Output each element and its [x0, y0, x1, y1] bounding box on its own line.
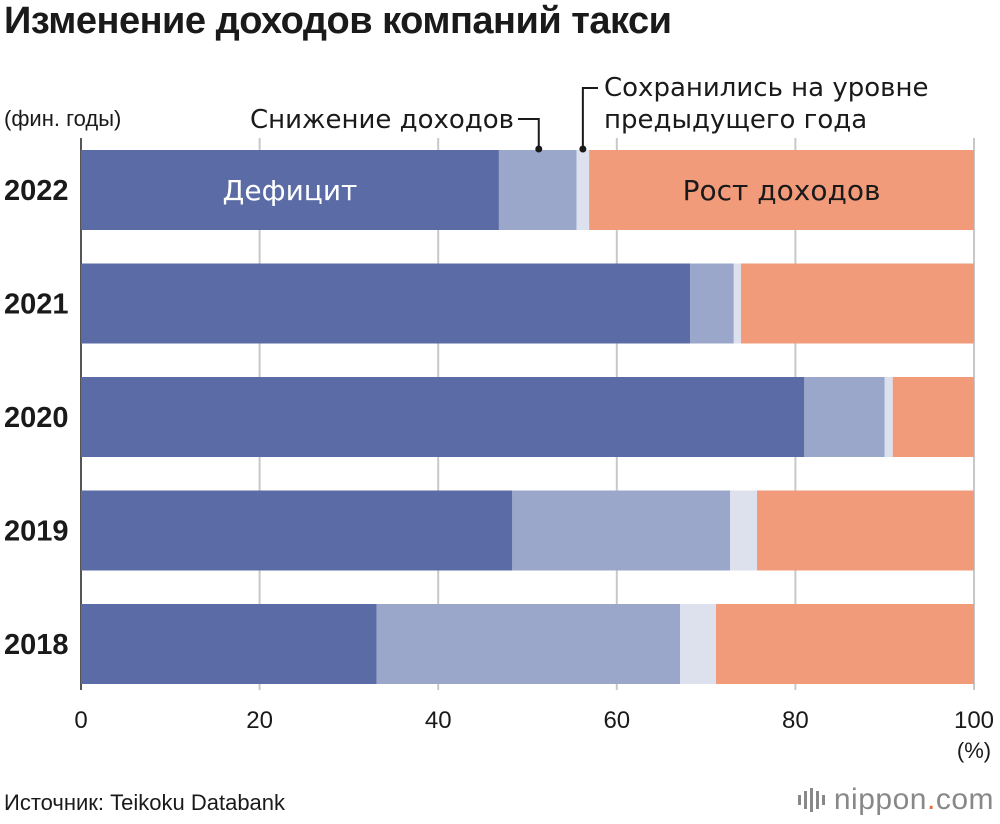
bars [81, 150, 974, 684]
bar-2019-series-1 [512, 490, 731, 571]
callout-line-decline [518, 118, 540, 149]
category-label-2019: 2019 [4, 516, 69, 548]
bar-2021-series-1 [690, 263, 734, 344]
x-tick-label: 40 [425, 707, 452, 734]
series-label-same-line-2: предыдущего года [604, 105, 867, 135]
x-tick-label: 100 [954, 707, 994, 734]
bar-2021-series-3 [740, 263, 974, 344]
category-label-2021: 2021 [4, 289, 69, 321]
bar-2022-series-1 [498, 150, 577, 230]
bar-2022-series-3 [589, 150, 974, 230]
bar-2021-series-0 [81, 263, 691, 344]
bar-2022-series-2 [576, 150, 590, 230]
logo-dot: . [926, 783, 936, 816]
series-label-growth: Рост доходов [683, 174, 881, 207]
chart-title: Изменение доходов компаний такси [4, 0, 672, 42]
bar-2018-series-1 [376, 604, 681, 684]
callout-dot-decline [535, 145, 543, 153]
bar-2020-series-3 [892, 377, 974, 457]
x-tick-label: 60 [603, 707, 630, 734]
bar-2020-series-1 [804, 377, 885, 457]
logo-suffix: com [935, 783, 994, 816]
callout-line-same [581, 87, 598, 149]
nippon-logo-icon [797, 788, 825, 812]
series-label-same-line-1: Сохранились на уровне [604, 73, 929, 103]
nippon-logo: nippon. com [796, 783, 994, 817]
bar-2020-series-0 [81, 377, 805, 457]
category-label-2020: 2020 [4, 402, 69, 434]
bar-2019-series-3 [757, 490, 974, 571]
x-unit-label: (%) [957, 738, 991, 763]
series-label-decline: Снижение доходов [250, 105, 514, 135]
bar-2020-series-2 [884, 377, 893, 457]
category-label-2022: 2022 [4, 175, 69, 207]
category-label-2018: 2018 [4, 629, 69, 661]
bar-2022-series-0 [81, 150, 499, 230]
bar-2018-series-2 [680, 604, 716, 684]
bar-2018-series-3 [715, 604, 974, 684]
y-axis-label: (фин. годы) [4, 106, 121, 131]
callout-dot-same [579, 145, 587, 153]
bar-2018-series-0 [81, 604, 377, 684]
x-tick-label: 20 [246, 707, 273, 734]
x-tick-label: 0 [74, 707, 87, 734]
x-tick-label: 80 [782, 707, 809, 734]
bar-2019-series-2 [730, 490, 758, 571]
labels: 0 20 40 60 80 100 (%) (фин. годы) 2022 2021 2020 20… [4, 73, 994, 763]
bar-2019-series-0 [81, 490, 513, 571]
series-label-deficit: Дефицит [223, 174, 358, 207]
bar-2021-series-2 [733, 263, 741, 344]
logo-main: nippon [833, 783, 927, 816]
source-note: Источник: Teikoku Databank [4, 790, 286, 815]
